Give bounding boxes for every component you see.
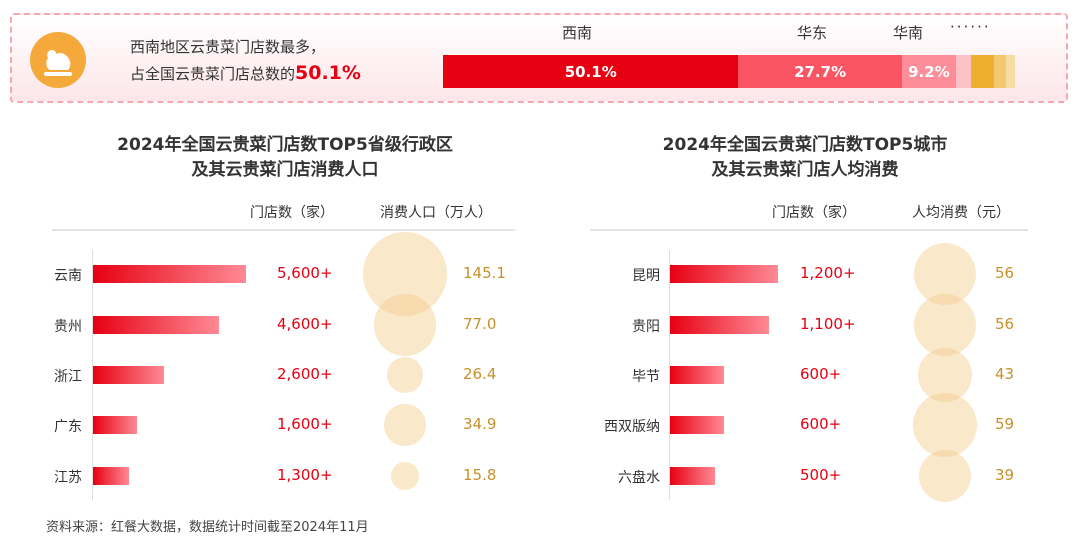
axis-line (92, 250, 93, 500)
count-bar (93, 316, 219, 334)
region-label: 西南 (562, 24, 593, 42)
chart-title-right: 2024年全国云贵菜门店数TOP5城市 及其云贵菜门店人均消费 (580, 133, 1030, 183)
share-segment (956, 55, 971, 88)
title-line: 及其云贵菜门店消费人口 (191, 160, 379, 180)
category-label: 毕节 (632, 369, 660, 385)
category-label: 六盘水 (618, 470, 660, 486)
count-bar (93, 366, 165, 384)
value-label: 77.0 (463, 315, 497, 333)
category-label: 云南 (54, 268, 82, 284)
count-label: 500+ (800, 466, 842, 484)
count-bar (670, 366, 724, 384)
bubble (913, 293, 977, 357)
share-segment (970, 55, 995, 88)
value-label: 56 (995, 264, 1015, 282)
value-label: 15.8 (463, 466, 497, 484)
category-label: 贵州 (54, 319, 82, 335)
chart-title-left: 2024年全国云贵菜门店数TOP5省级行政区 及其云贵菜门店消费人口 (60, 133, 510, 183)
share-segment (994, 55, 1007, 88)
chicken-dish-icon (30, 32, 86, 88)
header-value: 消费人口（万人） (380, 205, 492, 221)
bubble (913, 242, 977, 306)
share-segment: 9.2% (901, 55, 957, 88)
header-count: 门店数（家） (772, 205, 856, 221)
summary-line-2: 占全国云贵菜门店总数的50.1% (130, 62, 361, 84)
category-label: 昆明 (632, 268, 660, 284)
bubble (387, 357, 423, 393)
summary-line-1: 西南地区云贵菜门店数最多， (130, 38, 326, 56)
divider (590, 229, 1028, 231)
region-label: 华东 (797, 24, 828, 42)
summary-prefix: 占全国云贵菜门店总数的 (130, 65, 296, 83)
category-label: 浙江 (54, 369, 82, 385)
divider (52, 229, 515, 231)
summary-highlight: 50.1% (295, 62, 361, 84)
category-label: 西双版纳 (604, 419, 660, 435)
count-label: 600+ (800, 415, 842, 433)
header-count: 门店数（家） (250, 205, 334, 221)
count-label: 4,600+ (277, 315, 333, 333)
value-label: 34.9 (463, 415, 497, 433)
count-label: 600+ (800, 365, 842, 383)
bubble (918, 449, 971, 502)
share-segment: 50.1% (443, 55, 739, 88)
title-line: 2024年全国云贵菜门店数TOP5省级行政区 (117, 135, 453, 155)
value-label: 26.4 (463, 365, 497, 383)
count-bar (670, 265, 778, 283)
count-bar (670, 416, 724, 434)
count-label: 1,300+ (277, 466, 333, 484)
title-line: 及其云贵菜门店人均消费 (711, 160, 899, 180)
title-line: 2024年全国云贵菜门店数TOP5城市 (662, 135, 948, 155)
bubble (913, 393, 977, 457)
value-label: 145.1 (463, 264, 506, 282)
region-label: 华南 (893, 24, 924, 42)
category-label: 贵阳 (632, 319, 660, 335)
count-label: 1,100+ (800, 315, 856, 333)
count-label: 5,600+ (277, 264, 333, 282)
count-label: 1,600+ (277, 415, 333, 433)
bubble (363, 232, 447, 316)
value-label: 56 (995, 315, 1015, 333)
region-label-more: ······ (950, 18, 991, 36)
source-note: 资料来源：红餐大数据，数据统计时间截至2024年11月 (46, 520, 369, 535)
count-label: 1,200+ (800, 264, 856, 282)
share-segment (1006, 55, 1015, 88)
bubble (391, 462, 419, 490)
count-bar (93, 265, 246, 283)
value-label: 59 (995, 415, 1015, 433)
bubble (384, 404, 426, 446)
value-label: 39 (995, 466, 1015, 484)
value-label: 43 (995, 365, 1015, 383)
header-value: 人均消费（元） (912, 205, 1010, 221)
count-bar (93, 467, 129, 485)
bubble (374, 294, 436, 356)
category-label: 广东 (54, 419, 82, 435)
count-bar (670, 467, 715, 485)
share-segment: 27.7% (738, 55, 902, 88)
bubble (917, 347, 973, 403)
category-label: 江苏 (54, 470, 82, 486)
count-bar (93, 416, 137, 434)
count-label: 2,600+ (277, 365, 333, 383)
count-bar (670, 316, 769, 334)
axis-line (669, 250, 670, 500)
